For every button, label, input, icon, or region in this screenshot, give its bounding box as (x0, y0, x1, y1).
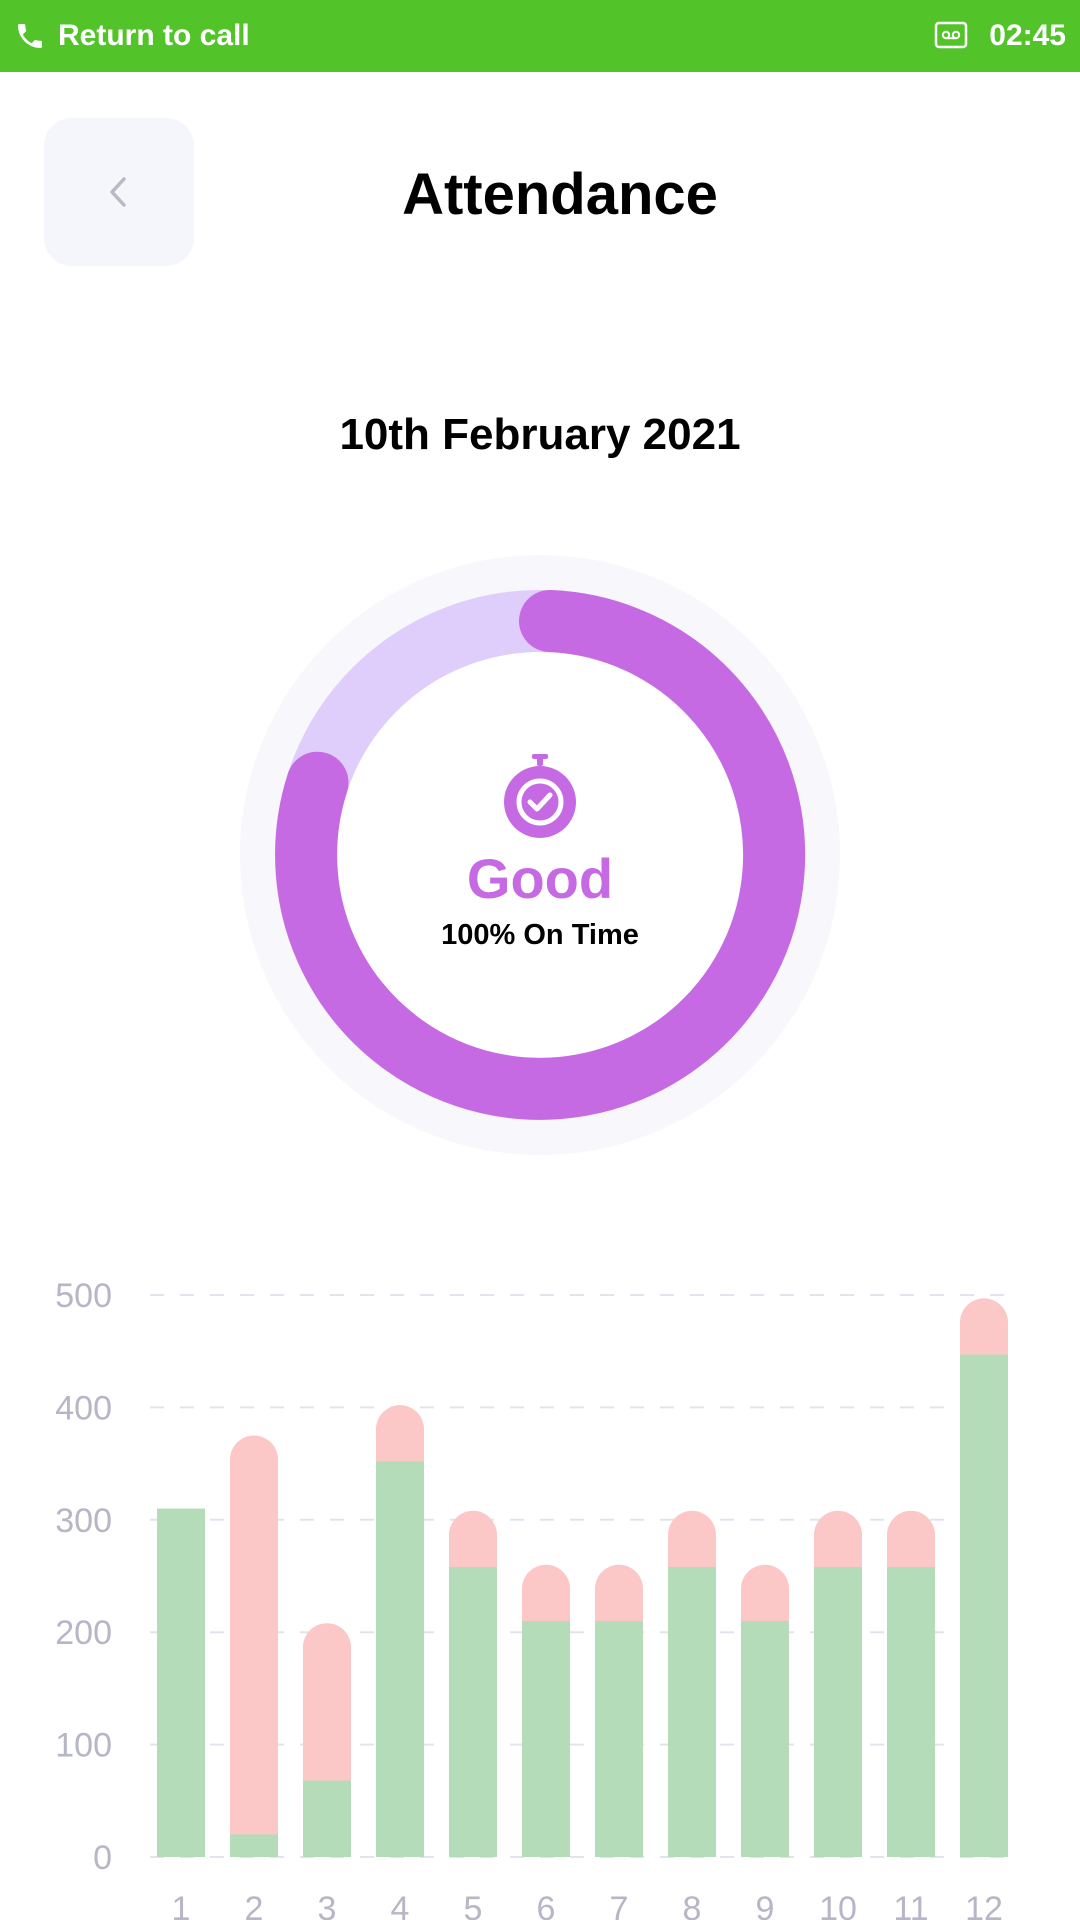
x-tick-label: 3 (318, 1890, 337, 1920)
bar-segment-green (960, 1354, 1008, 1857)
bar-segment-pink (230, 1435, 278, 1857)
on-time-percentage: 100% On Time (441, 919, 639, 951)
x-tick-label: 6 (537, 1890, 556, 1920)
x-tick-label: 11 (893, 1890, 928, 1920)
status-bar: Return to call 02:45 (0, 0, 1080, 72)
ring-inner-bg (306, 621, 774, 1089)
bar-segment-green (741, 1620, 789, 1857)
y-tick-label: 400 (55, 1389, 112, 1427)
x-tick-label: 8 (683, 1890, 702, 1920)
bar-segment-green (814, 1567, 862, 1857)
bar-segment-green (376, 1461, 424, 1857)
voicemail-icon (934, 21, 968, 49)
bar-segment-green (449, 1567, 497, 1857)
attendance-status: Good (466, 847, 614, 910)
y-tick-label: 200 (55, 1614, 112, 1652)
bar-segment-green (522, 1620, 570, 1857)
attendance-bar-chart: 0 100 200 300 400 500 1 2 3 4 5 6 7 8 9 10 11 12 (0, 1240, 1080, 1920)
bar-segment-green (303, 1780, 351, 1857)
return-to-call-label[interactable]: Return to call (58, 19, 250, 52)
y-tick-label: 100 (55, 1727, 112, 1765)
chevron-left-icon (110, 177, 126, 207)
bar-segment-green (595, 1620, 643, 1857)
date-label: 10th February 2021 (339, 410, 741, 459)
status-time: 02:45 (989, 19, 1066, 52)
bar-segment-green (230, 1834, 278, 1857)
y-tick-label: 0 (93, 1839, 112, 1877)
bar-segment-green (887, 1567, 935, 1857)
bar-segment-green (668, 1567, 716, 1857)
x-tick-label: 9 (756, 1890, 775, 1920)
x-tick-label: 1 (172, 1890, 191, 1920)
attendance-summary: Good 100% On Time (240, 555, 840, 1155)
phone-icon (18, 24, 42, 48)
x-tick-label: 5 (464, 1890, 483, 1920)
x-tick-label: 12 (965, 1890, 1003, 1920)
y-tick-label: 500 (55, 1277, 112, 1315)
x-tick-label: 4 (391, 1890, 410, 1920)
x-tick-label: 7 (610, 1890, 629, 1920)
stopwatch-check-icon (504, 754, 576, 838)
back-button[interactable] (44, 118, 194, 266)
x-tick-label: 2 (245, 1890, 264, 1920)
attendance-ring (240, 555, 840, 1155)
page-title: Attendance (402, 162, 718, 227)
bar-segment-green (157, 1508, 205, 1857)
x-tick-label: 10 (819, 1890, 857, 1920)
ring-progress (275, 590, 806, 1120)
y-tick-label: 300 (55, 1502, 112, 1540)
